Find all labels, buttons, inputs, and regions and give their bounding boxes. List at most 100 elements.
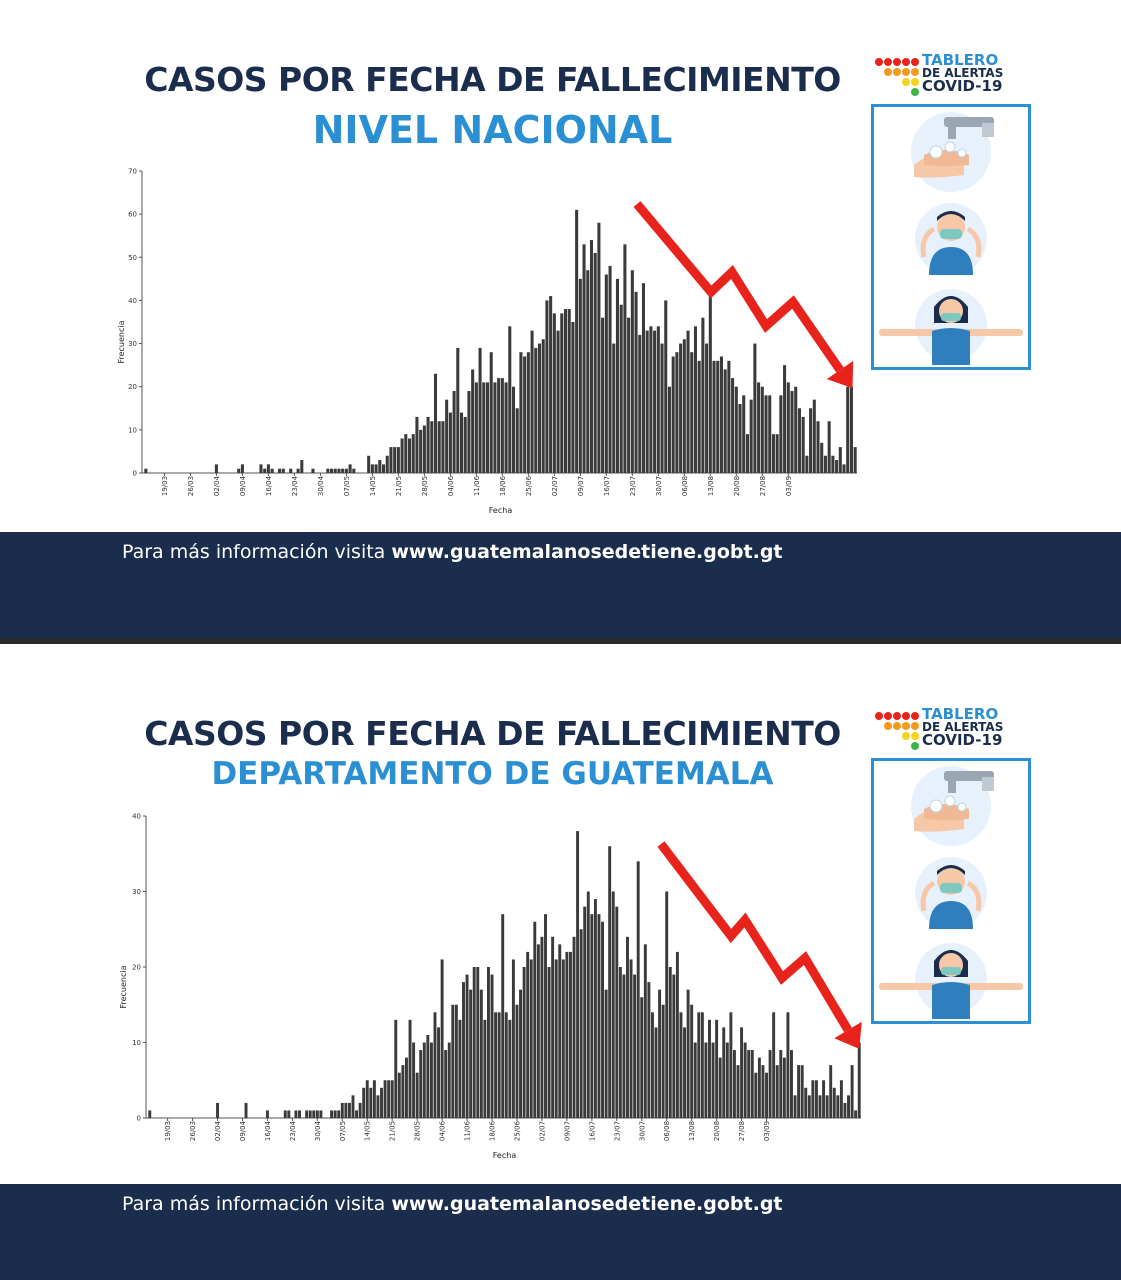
bar bbox=[465, 974, 469, 1118]
bar bbox=[511, 959, 515, 1118]
y-tick-label: 40 bbox=[128, 297, 137, 305]
bar bbox=[653, 330, 657, 473]
bar bbox=[370, 464, 374, 473]
bar bbox=[504, 382, 508, 473]
bar bbox=[643, 944, 647, 1118]
footer-bar: Para más información visita www.guatemal… bbox=[0, 532, 1121, 638]
y-tick-label: 20 bbox=[132, 964, 141, 972]
bar bbox=[811, 1080, 815, 1118]
bar bbox=[679, 1012, 683, 1118]
bar bbox=[352, 468, 356, 473]
bar bbox=[608, 846, 612, 1118]
bar bbox=[797, 408, 801, 473]
bar bbox=[589, 240, 594, 473]
x-tick-label: 06/08 bbox=[663, 1121, 671, 1141]
logo-line-3: COVID-19 bbox=[922, 731, 1003, 749]
bar bbox=[558, 944, 562, 1118]
bar bbox=[426, 1034, 430, 1118]
x-tick-label: 20/08 bbox=[733, 476, 741, 496]
x-tick-label: 07/05 bbox=[343, 476, 351, 496]
bar bbox=[627, 317, 631, 473]
bar bbox=[483, 1019, 487, 1118]
bar bbox=[649, 326, 653, 473]
bar bbox=[805, 455, 809, 473]
x-tick-label: 18/06 bbox=[489, 1120, 497, 1141]
bar bbox=[827, 421, 831, 473]
bar bbox=[775, 434, 779, 473]
bar bbox=[719, 356, 723, 473]
bar bbox=[736, 1065, 740, 1118]
bar bbox=[850, 1065, 854, 1118]
bar bbox=[586, 891, 590, 1118]
chart-panel-guatemala: CASOS POR FECHA DE FALLECIMIENTO DEPARTA… bbox=[0, 644, 1121, 1280]
social-distancing-icon bbox=[879, 289, 1023, 365]
bar bbox=[575, 209, 579, 473]
bar bbox=[793, 1095, 797, 1118]
prevention-icons-box bbox=[871, 104, 1031, 370]
traffic-dots-icon bbox=[875, 58, 919, 96]
x-tick-label: 02/04 bbox=[213, 475, 221, 496]
bar bbox=[727, 360, 731, 473]
bar bbox=[563, 309, 568, 473]
bar bbox=[298, 1110, 301, 1118]
bar bbox=[405, 1057, 408, 1118]
bar bbox=[593, 252, 597, 473]
bar bbox=[790, 1050, 793, 1118]
bar bbox=[467, 391, 471, 473]
bar bbox=[351, 1095, 355, 1118]
bar bbox=[289, 468, 293, 473]
bar bbox=[482, 382, 486, 473]
footer-url-link[interactable]: www.guatemalanosedetiene.gobt.gt bbox=[391, 1193, 783, 1215]
y-axis-label: Frecuencia bbox=[119, 965, 128, 1008]
bar bbox=[636, 861, 640, 1118]
x-tick-label: 07/05 bbox=[339, 1121, 347, 1141]
bar bbox=[337, 468, 341, 473]
bar bbox=[474, 382, 478, 473]
bar bbox=[853, 447, 857, 473]
bar bbox=[704, 1042, 708, 1118]
bar bbox=[611, 891, 615, 1118]
bar bbox=[708, 291, 712, 473]
bar bbox=[693, 326, 697, 473]
bar bbox=[365, 1080, 369, 1118]
bar bbox=[656, 326, 660, 473]
bar bbox=[686, 330, 690, 473]
bar bbox=[650, 1012, 654, 1118]
x-tick-label: 21/05 bbox=[389, 1121, 397, 1141]
bar bbox=[654, 1027, 658, 1118]
bar bbox=[144, 468, 148, 473]
bar bbox=[237, 468, 241, 473]
bar bbox=[494, 1012, 498, 1118]
bar bbox=[571, 322, 575, 473]
bar bbox=[667, 386, 671, 473]
bar bbox=[485, 382, 490, 473]
bar bbox=[612, 343, 616, 473]
bar bbox=[658, 989, 662, 1118]
bar bbox=[809, 408, 813, 473]
footer-url-link[interactable]: www.guatemalanosedetiene.gobt.gt bbox=[391, 541, 783, 563]
bar bbox=[836, 1095, 840, 1118]
panel-separator bbox=[0, 638, 1121, 644]
bar bbox=[842, 464, 846, 473]
bar bbox=[697, 1012, 701, 1118]
bar bbox=[761, 1065, 765, 1118]
bar bbox=[341, 468, 345, 473]
bar bbox=[590, 914, 594, 1118]
bar bbox=[214, 464, 218, 473]
bar bbox=[240, 464, 244, 473]
x-tick-label: 27/08 bbox=[759, 476, 767, 496]
bar bbox=[849, 386, 853, 473]
x-axis-label: Fecha bbox=[489, 506, 513, 515]
y-tick-label: 60 bbox=[128, 211, 137, 219]
bar bbox=[447, 1042, 451, 1118]
x-tick-label: 09/07 bbox=[563, 1121, 571, 1141]
bar bbox=[456, 347, 460, 473]
bar bbox=[458, 1019, 462, 1118]
bar bbox=[801, 416, 805, 473]
x-tick-label: 28/05 bbox=[421, 476, 429, 496]
face-mask-icon bbox=[915, 857, 987, 929]
bar bbox=[519, 989, 522, 1118]
x-tick-label: 26/03 bbox=[187, 476, 195, 496]
bar bbox=[545, 300, 549, 473]
bar bbox=[690, 1004, 694, 1118]
